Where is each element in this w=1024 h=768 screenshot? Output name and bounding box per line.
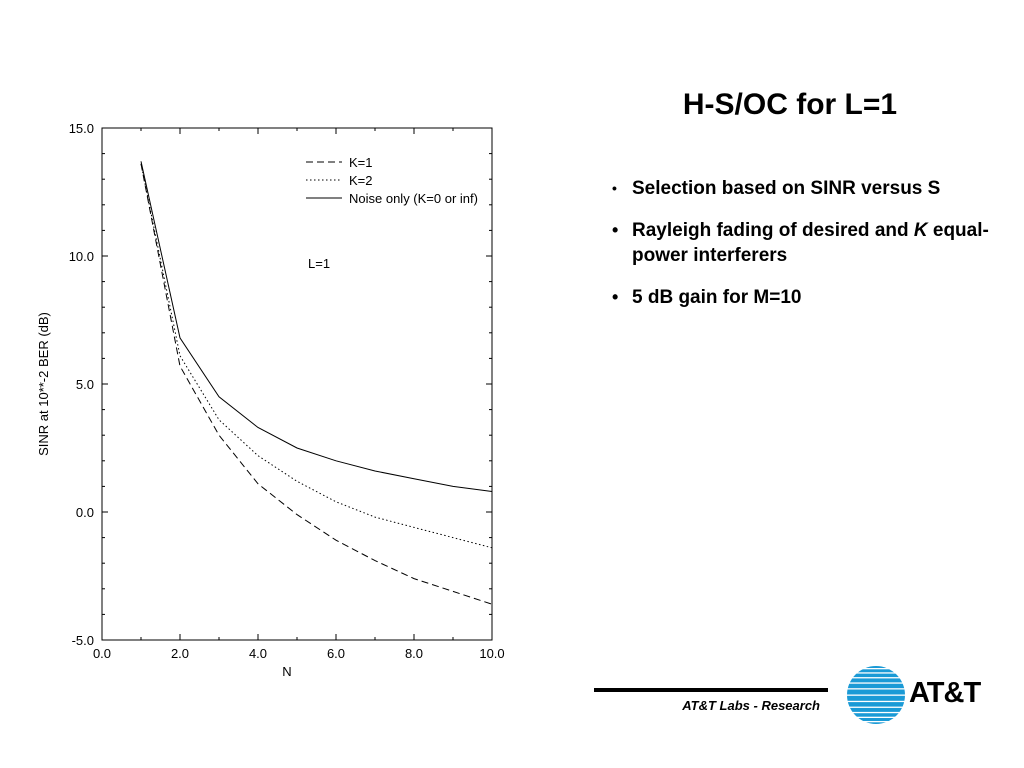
- series-line: [140, 163, 493, 549]
- bullet-item: • Selection based on SINR versus S: [612, 176, 1022, 201]
- bullet-text: Rayleigh fading of desired and K equal-p…: [632, 218, 1022, 268]
- globe-stripe: [847, 678, 905, 683]
- x-axis-label: N: [282, 664, 291, 679]
- att-logo-text: AT&T: [909, 677, 981, 709]
- y-tick-label: 0.0: [76, 505, 94, 520]
- y-tick-label: -5.0: [72, 633, 94, 648]
- globe-stripe: [847, 669, 905, 673]
- legend-label: K=2: [349, 173, 373, 188]
- sinr-chart: 0.0 2.0 4.0 6.0 8.0 10.0-5.00.05.010.015.0NSI…: [36, 121, 505, 679]
- bullet-marker: •: [612, 180, 617, 196]
- y-tick-label: 5.0: [76, 377, 94, 392]
- bullet-text-part: equal-power interferers: [632, 220, 989, 266]
- x-tick-label: 2.0: [171, 646, 189, 661]
- globe-stripe: [847, 673, 905, 678]
- footer-rule: [594, 688, 828, 692]
- legend-label: K=1: [349, 155, 373, 170]
- bullet-marker: •: [612, 220, 619, 240]
- series-line: [140, 163, 493, 605]
- globe-stripe: [847, 718, 905, 721]
- x-tick-label: 8.0: [405, 646, 423, 661]
- x-tick-label: 4.0: [249, 646, 267, 661]
- y-axis-label: SINR at 10**-2 BER (dB): [36, 312, 51, 456]
- x-tick-label: 0.0: [93, 646, 111, 661]
- bullet-text: Selection based on SINR versus S: [632, 178, 941, 199]
- chart-annotation: L=1: [308, 256, 330, 271]
- bullet-text: 5 dB gain for M=10: [632, 287, 802, 308]
- y-tick-label: 10.0: [69, 249, 94, 264]
- bullet-list: • Selection based on SINR versus S • Ray…: [612, 176, 1022, 327]
- slide-title: H-S/OC for L=1: [682, 88, 898, 122]
- footer-text: AT&T Labs - Research: [682, 698, 820, 713]
- bullet-text-italic: K: [913, 220, 928, 241]
- bullet-text-part: Rayleigh fading of desired and: [632, 220, 914, 241]
- globe-stripe: [847, 683, 905, 689]
- globe-stripe: [847, 695, 905, 701]
- x-tick-label: 6.0: [327, 646, 345, 661]
- x-tick-label: 10.0: [479, 646, 504, 661]
- globe-stripe: [847, 707, 905, 712]
- bullet-marker: •: [612, 287, 619, 307]
- y-tick-label: 15.0: [69, 121, 94, 136]
- series-line: [140, 161, 493, 492]
- globe-stripe: [847, 702, 905, 707]
- att-globe-icon: [847, 666, 905, 724]
- globe-stripe: [847, 713, 905, 717]
- globe-stripe: [847, 722, 905, 724]
- globe-stripe: [847, 666, 905, 668]
- bullet-item: • 5 dB gain for M=10: [612, 285, 1022, 310]
- bullet-item: • Rayleigh fading of desired and K equal…: [612, 218, 1022, 268]
- globe-stripe: [847, 689, 905, 695]
- legend-label: Noise only (K=0 or inf): [349, 191, 478, 206]
